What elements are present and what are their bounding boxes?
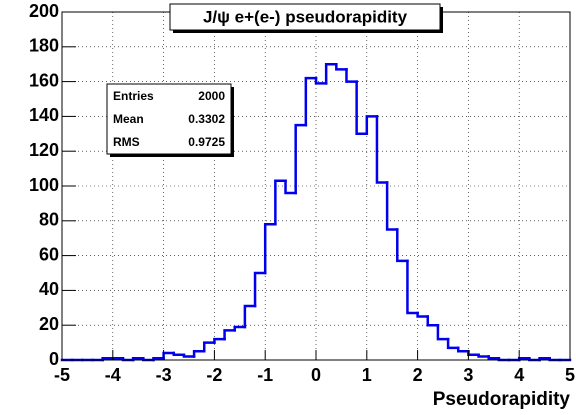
bin	[487, 355, 501, 360]
bin	[406, 259, 419, 315]
bin	[172, 351, 186, 357]
chart-title: J/ψ e+(e-) pseudorapidity	[203, 7, 408, 26]
y-tick-label: 200	[29, 1, 59, 21]
bin	[213, 337, 226, 344]
y-tick-label: 100	[29, 175, 59, 195]
bin	[436, 323, 450, 341]
bin	[101, 357, 115, 362]
stat-label: Entries	[113, 89, 154, 103]
bin	[355, 80, 369, 136]
bin	[274, 179, 287, 226]
x-tick-label: -2	[206, 365, 222, 385]
bin	[202, 341, 216, 353]
bin	[304, 76, 318, 127]
x-tick-label: 3	[463, 365, 473, 385]
bin	[324, 62, 338, 85]
bin	[416, 311, 430, 318]
bin	[345, 68, 358, 83]
x-tick-label: 5	[565, 365, 575, 385]
bin	[243, 304, 257, 329]
bin	[477, 353, 490, 358]
x-tick-label: -4	[105, 365, 121, 385]
x-tick-label: 2	[413, 365, 423, 385]
bin	[446, 337, 460, 350]
x-axis-label: Pseudorapidity	[433, 389, 571, 410]
x-tick-label: 0	[311, 365, 321, 385]
stat-label: RMS	[113, 135, 140, 149]
stat-value: 2000	[198, 89, 225, 103]
bin	[375, 115, 389, 184]
stat-value: 0.9725	[188, 135, 225, 149]
bin	[456, 346, 470, 353]
title-box	[169, 3, 441, 31]
bin	[426, 315, 440, 327]
y-tick-label: 20	[39, 314, 59, 334]
x-tick-label: -1	[257, 365, 273, 385]
y-tick-label: 180	[29, 36, 59, 56]
y-tick-label: 80	[39, 210, 59, 230]
y-tick-label: 40	[39, 279, 59, 299]
bin	[192, 350, 206, 358]
stats: Entries 2000 Mean 0.3302 RMS 0.9725	[113, 89, 225, 149]
bin	[284, 179, 297, 195]
bin	[385, 181, 399, 231]
x-tick-label: 4	[514, 365, 524, 385]
x-tick-label: -3	[156, 365, 172, 385]
y-tick-label: 60	[39, 244, 59, 264]
bin	[335, 62, 348, 71]
stats-box	[106, 83, 232, 155]
y-tick-label: 140	[29, 105, 59, 125]
x-tick-label: -5	[54, 365, 70, 385]
bin	[223, 329, 236, 341]
bin	[396, 228, 409, 263]
bin	[263, 223, 277, 275]
bin	[294, 123, 308, 195]
bin	[182, 353, 196, 358]
stat-value: 0.3302	[188, 112, 225, 126]
y-tick-label: 120	[29, 140, 59, 160]
bin	[538, 357, 551, 362]
bin	[253, 271, 267, 308]
x-tick-label: 1	[362, 365, 372, 385]
stat-label: Mean	[113, 112, 144, 126]
bin	[233, 325, 247, 332]
bin	[131, 357, 145, 362]
y-tick-label: 0	[49, 349, 59, 369]
y-tick-label: 160	[29, 70, 59, 90]
bin	[365, 115, 379, 136]
bin	[152, 357, 165, 362]
bin	[314, 76, 328, 85]
